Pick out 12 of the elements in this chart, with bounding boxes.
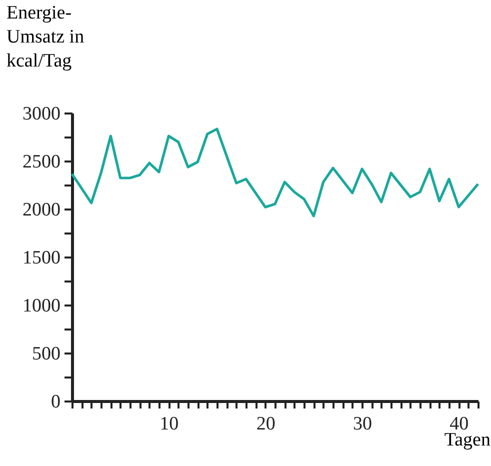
y-tick-label: 1000	[22, 296, 60, 316]
y-tick-label: 500	[32, 344, 60, 364]
y-tick-label: 0	[51, 392, 60, 412]
x-tick-label: 20	[256, 414, 276, 434]
x-tick-label: 10	[160, 414, 179, 434]
y-tick-label: 3000	[22, 104, 60, 124]
y-tick-label: 1500	[22, 248, 60, 268]
y-tick-label: 2500	[22, 152, 60, 172]
x-tick-label: 30	[353, 414, 372, 434]
line-series	[70, 128, 480, 218]
y-axis-title: Energie- Umsatz in kcal/Tag	[6, 2, 85, 72]
y-tick-label: 2000	[22, 200, 60, 220]
